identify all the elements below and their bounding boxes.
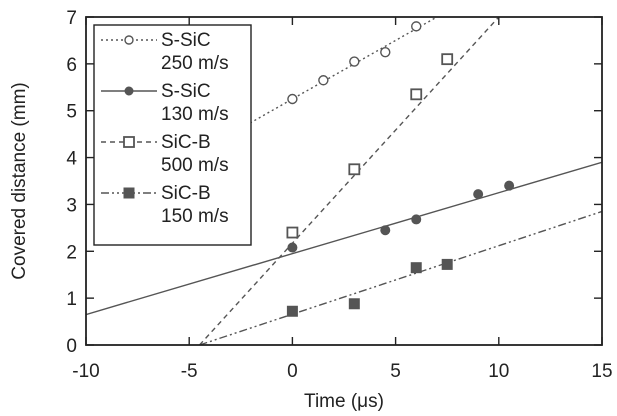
legend-marker-series-4 (123, 187, 135, 199)
legend-sublabel-series-2: 130 m/s (161, 104, 229, 125)
legend-label-series-2: S-SiC (161, 81, 211, 102)
y-tick-label: 7 (66, 8, 77, 29)
legend-label-series-4: SiC-B (161, 183, 211, 204)
x-tick-label: 15 (591, 361, 612, 382)
y-tick-label: 4 (66, 149, 77, 170)
data-point-series-1 (287, 93, 298, 105)
legend-sublabel-series-3: 500 m/s (161, 155, 229, 176)
legend-sublabel-series-4: 150 m/s (161, 206, 229, 227)
y-tick-label: 0 (66, 336, 77, 357)
fit-line-series-4 (199, 210, 602, 345)
axis-ticks (85, 16, 603, 346)
x-tick-label: 10 (488, 361, 509, 382)
legend-marker-series-3 (123, 136, 135, 148)
data-point-series-4 (410, 262, 422, 274)
y-tick-label: 3 (66, 195, 77, 216)
legend-box (93, 24, 252, 246)
data-point-series-2 (287, 242, 298, 253)
data-point-series-1 (380, 46, 391, 58)
data-point-series-4 (286, 305, 298, 317)
legend-marker-series-1 (124, 35, 134, 45)
data-point-series-4 (441, 258, 453, 270)
y-tick-label: 1 (66, 289, 77, 310)
data-point-series-2 (411, 214, 422, 225)
y-tick-label: 5 (66, 102, 77, 123)
data-point-series-1 (349, 56, 360, 67)
data-point-series-2 (380, 225, 391, 236)
y-axis-title: Covered distance (mm) (9, 82, 30, 279)
x-tick-label: -10 (72, 361, 99, 382)
x-tick-label: 5 (390, 361, 401, 382)
y-tick-label: 2 (66, 242, 77, 263)
x-tick-label: 0 (287, 361, 298, 382)
data-point-series-3 (348, 163, 361, 176)
legend-label-series-1: S-SiC (161, 30, 211, 51)
legend-marker-series-2 (124, 86, 134, 96)
data-point-series-3 (410, 88, 423, 101)
legend-label-series-3: SiC-B (161, 132, 211, 153)
data-markers (286, 21, 515, 317)
data-point-series-4 (348, 298, 360, 310)
legend-sublabel-series-1: 250 m/s (161, 53, 229, 74)
x-axis-title: Time (μs) (304, 391, 384, 412)
x-tick-label: -5 (181, 361, 198, 382)
data-point-series-2 (504, 180, 515, 191)
fit-line-series-2 (86, 161, 602, 316)
fit-line-series-3 (199, 17, 500, 345)
data-point-series-2 (473, 189, 484, 200)
data-point-series-1 (318, 75, 329, 86)
axis-tick-labels: -10 -5 0 5 10 15 0 1 2 3 4 5 6 7 (66, 8, 612, 382)
data-point-series-3 (286, 226, 299, 239)
fit-lines (86, 17, 602, 345)
y-tick-label: 6 (66, 55, 77, 76)
data-point-series-1 (411, 21, 422, 32)
data-point-series-3 (441, 53, 454, 66)
plot-frame (85, 16, 603, 346)
